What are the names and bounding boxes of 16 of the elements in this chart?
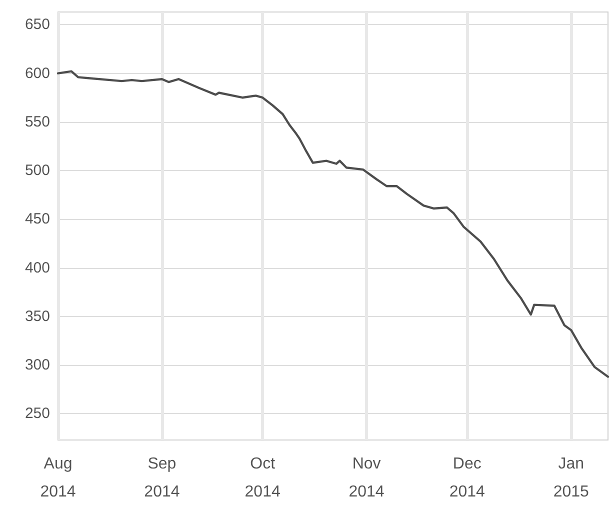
x-tick-label: Dec 2014 bbox=[449, 456, 486, 500]
y-tick-label: 400 bbox=[24, 259, 50, 276]
x-tick-label: Sep 2014 bbox=[144, 456, 180, 500]
y-tick-label: 250 bbox=[24, 405, 50, 422]
x-tick-label: Aug 2014 bbox=[40, 456, 76, 500]
y-tick-label: 300 bbox=[24, 356, 50, 374]
y-tick-label: 350 bbox=[24, 308, 50, 325]
x-tick-label: Oct 2014 bbox=[244, 456, 280, 500]
x-tick-label: Jan 2015 bbox=[553, 456, 590, 500]
y-tick-label: 550 bbox=[24, 113, 50, 130]
y-tick-label: 600 bbox=[24, 64, 50, 82]
line-series bbox=[56, 70, 610, 378]
y-tick-label: 650 bbox=[24, 16, 50, 34]
y-tick-label: 500 bbox=[24, 162, 50, 180]
x-tick-label: Nov 2014 bbox=[348, 456, 384, 500]
y-tick-label: 450 bbox=[24, 210, 50, 228]
